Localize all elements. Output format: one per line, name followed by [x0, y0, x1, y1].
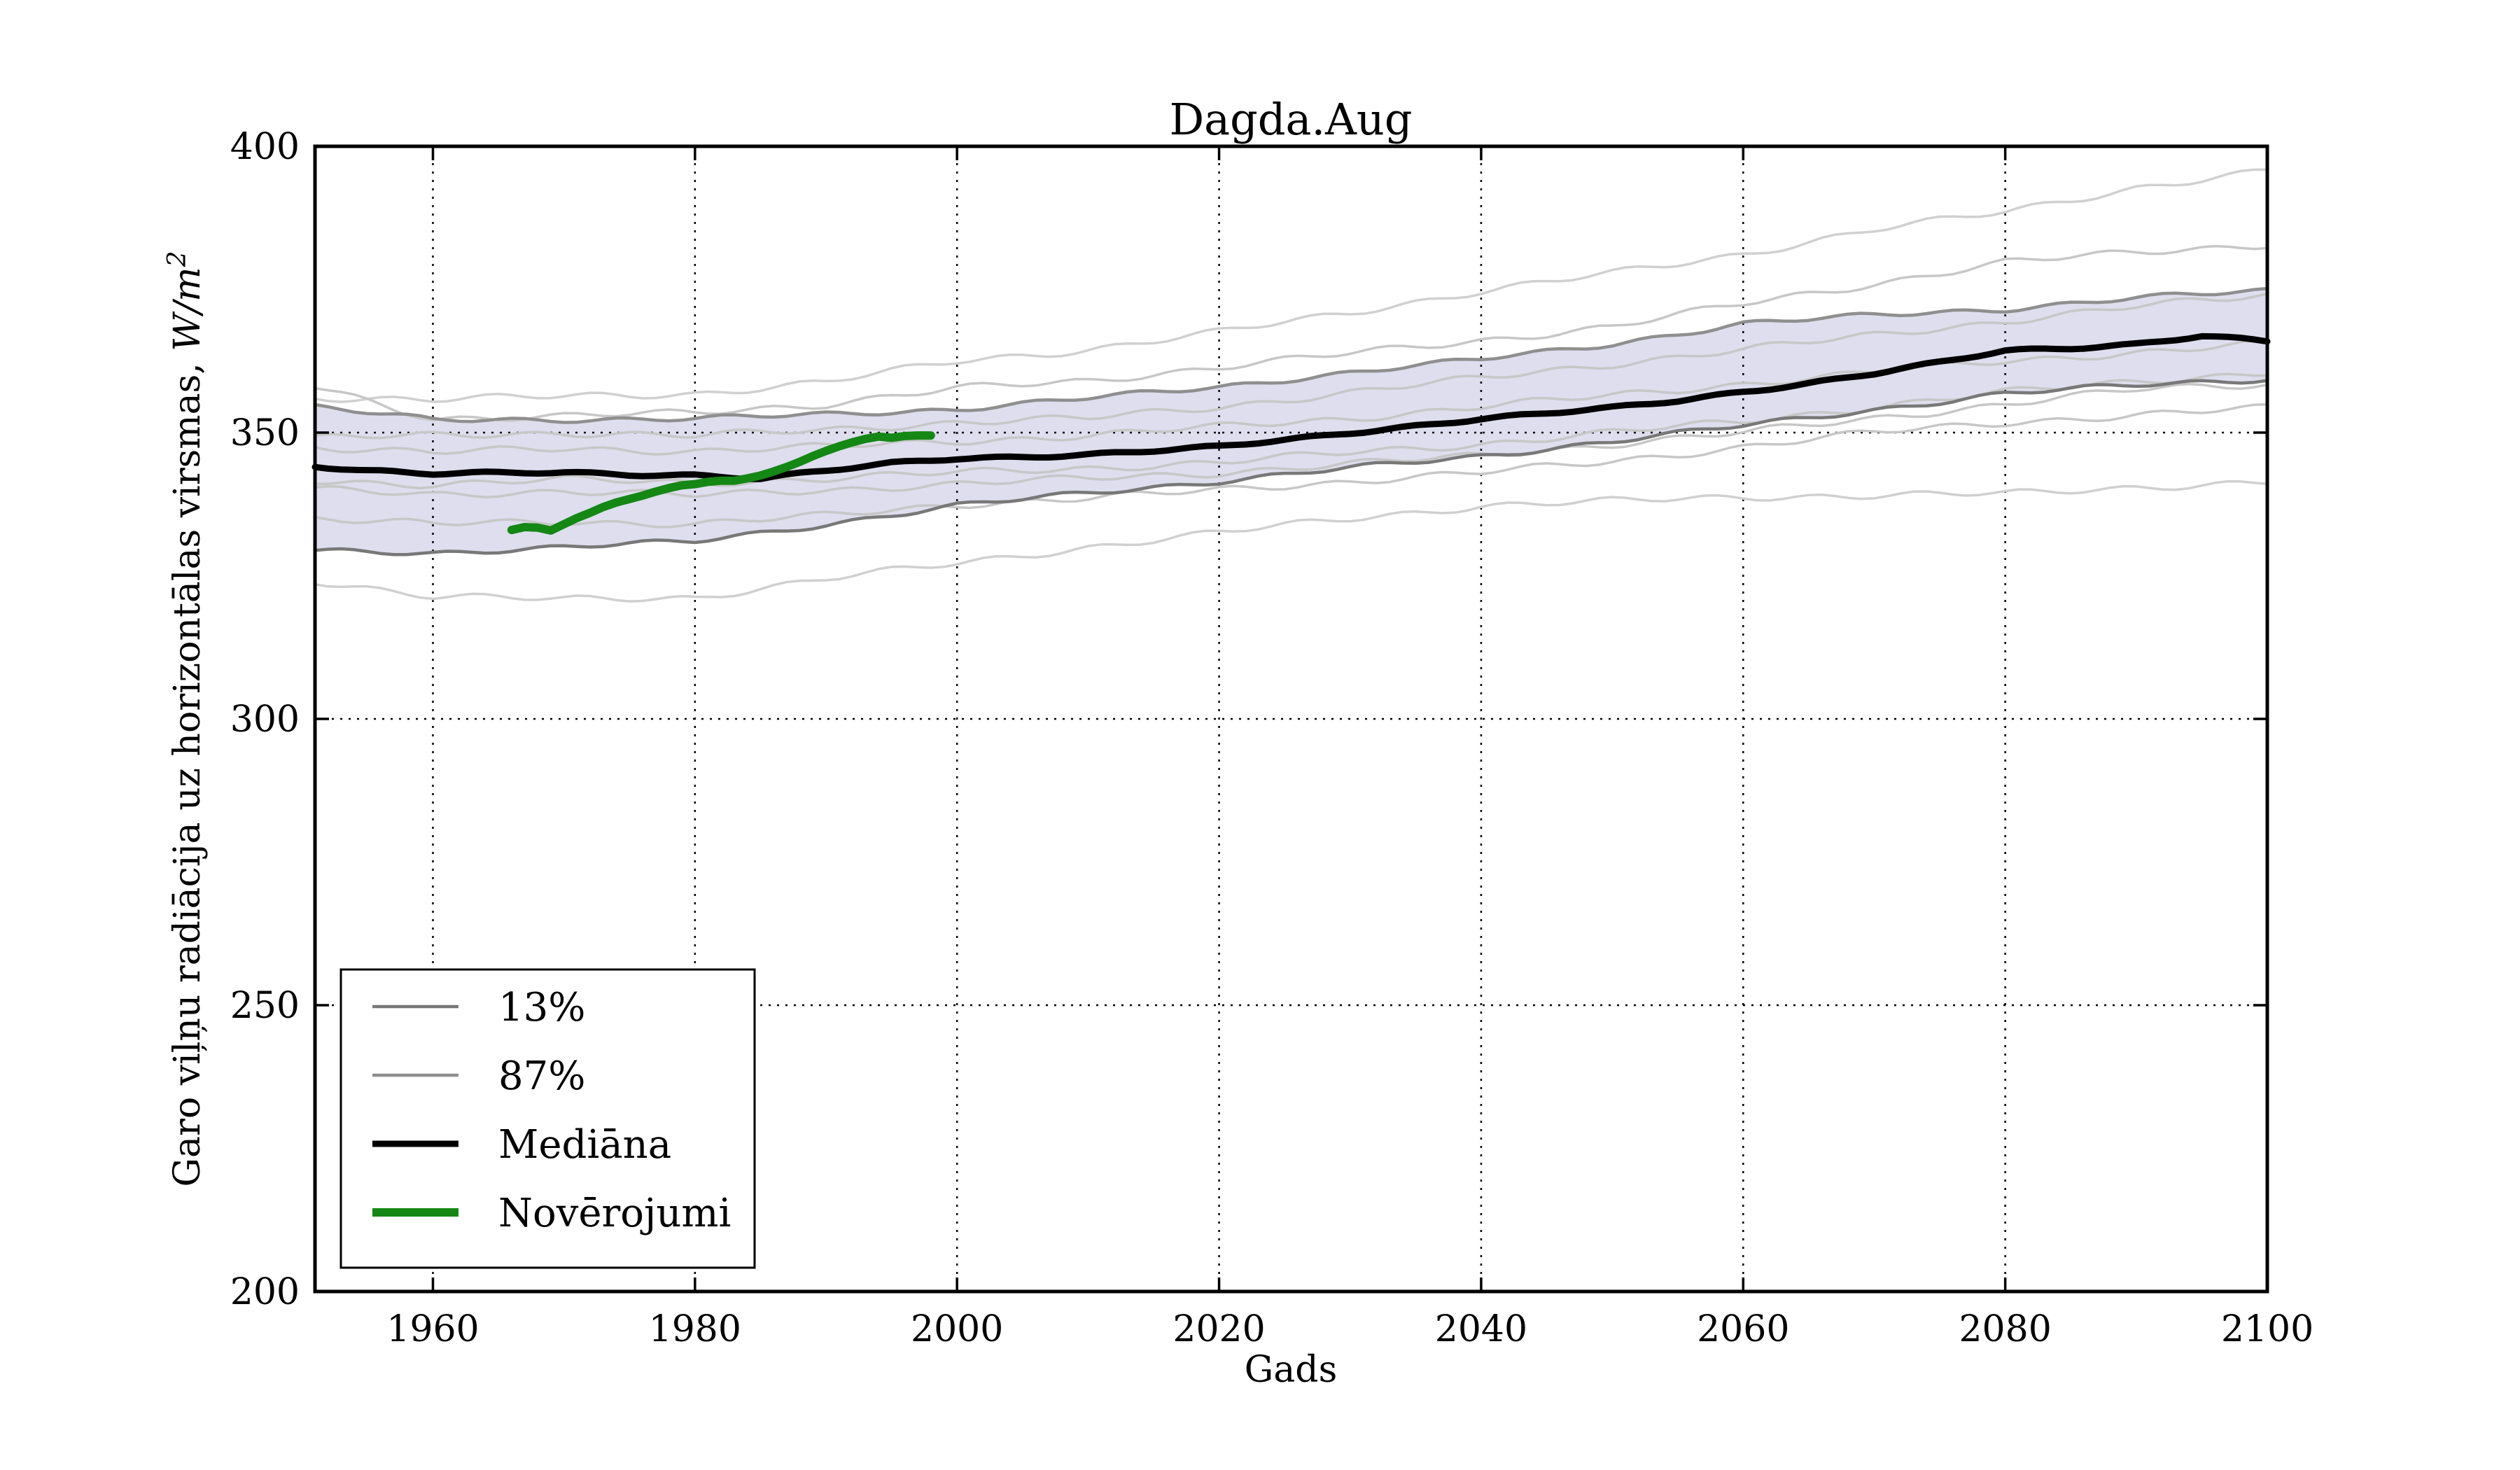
- x-tick-label: 2020: [1172, 1308, 1265, 1350]
- y-tick-label: 200: [230, 1271, 300, 1313]
- y-axis-tick-labels: 200 250 300 350 400: [230, 126, 300, 1313]
- chart-title: Dagda.Aug: [1169, 94, 1412, 145]
- series-line-ensemble-member-6: [314, 382, 2269, 498]
- series-line-ensemble-member-5: [314, 372, 2269, 489]
- y-axis-label-units: W/m: [167, 267, 209, 351]
- series-line-ensemble-member-7: [314, 403, 2269, 528]
- series-line-Mediāna: [312, 332, 2271, 482]
- confidence-band-fill: [315, 288, 2267, 555]
- series-line-87%: [313, 286, 2269, 424]
- x-axis-tick-labels: 1960 1980 2000 2020 2040 2060 2080 2100: [386, 1308, 2314, 1350]
- y-tick-label: 300: [230, 699, 300, 741]
- legend-label-13%: 13%: [498, 985, 585, 1030]
- x-tick-label: 2000: [911, 1308, 1003, 1350]
- legend-label-Novērojumi: Novērojumi: [498, 1191, 731, 1236]
- series-line-ensemble-member-8: [314, 479, 2269, 603]
- axis-tick-marks: [315, 145, 2269, 1293]
- legend-box: 13% 87% Mediāna Novērojumi: [340, 968, 756, 1269]
- x-tick-label: 2080: [1959, 1308, 2051, 1350]
- x-tick-label: 1980: [649, 1308, 741, 1350]
- data-series-lines: [312, 168, 2271, 603]
- y-axis-label-superscript: 2: [163, 251, 192, 267]
- y-tick-label: 250: [230, 985, 300, 1027]
- legend-border: [340, 968, 756, 1269]
- legend-entries: 13% 87% Mediāna Novērojumi: [372, 985, 731, 1236]
- series-line-Novērojumi: [507, 431, 935, 535]
- legend-label-Mediāna: Mediāna: [498, 1122, 671, 1168]
- series-line-ensemble-member-3: [314, 293, 2269, 440]
- y-tick-label: 350: [230, 412, 300, 454]
- series-line-13%: [313, 379, 2269, 556]
- series-line-ensemble-member-2: [314, 244, 2269, 422]
- series-line-ensemble-member-1: [314, 168, 2269, 403]
- x-tick-label: 2060: [1697, 1308, 1789, 1350]
- x-tick-label: 2040: [1435, 1308, 1527, 1350]
- x-tick-label: 1960: [386, 1308, 479, 1350]
- y-axis-label-text: Garo viļņu radiācija uz horizontālas vir…: [167, 351, 209, 1187]
- y-axis-label: Garo viļņu radiācija uz horizontālas vir…: [163, 251, 209, 1186]
- legend-label-87%: 87%: [498, 1054, 585, 1099]
- x-axis-label: Gads: [1245, 1349, 1338, 1391]
- percentile-band: [315, 288, 2267, 555]
- x-tick-label: 2100: [2221, 1308, 2314, 1350]
- y-tick-label: 400: [230, 126, 300, 168]
